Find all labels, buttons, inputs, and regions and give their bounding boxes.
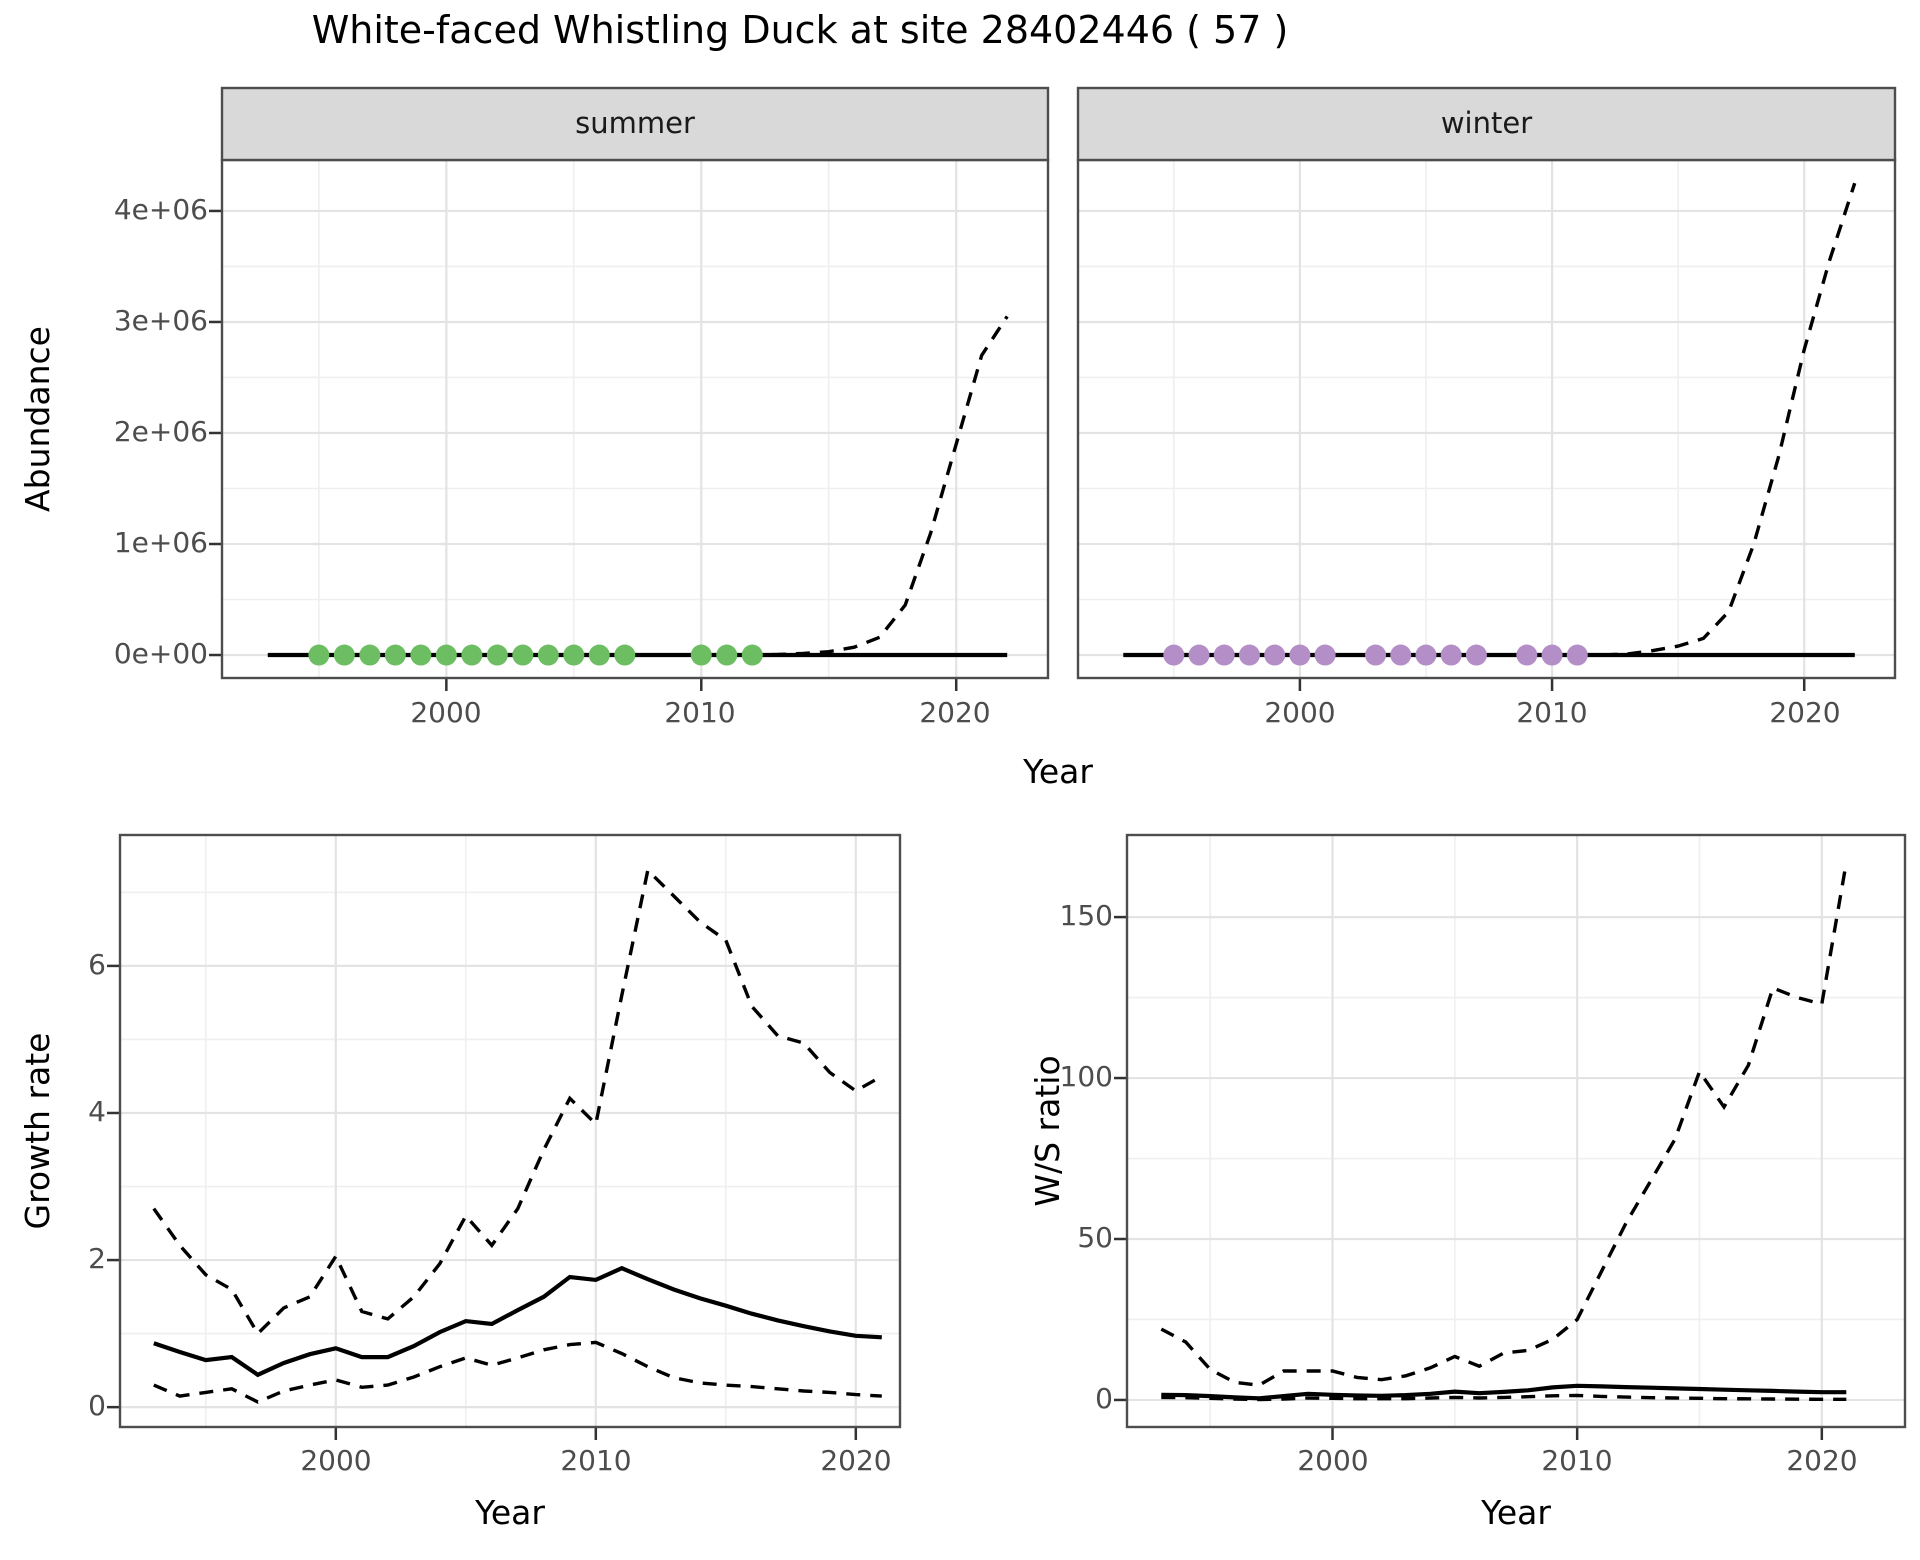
y-tick-label: 2e+06 — [113, 415, 208, 448]
x-tick-label: 2000 — [1297, 1444, 1369, 1477]
observed-count-dot-summer — [435, 644, 457, 666]
observed-count-dot-summer — [308, 644, 330, 666]
panel-border — [1125, 833, 1907, 1429]
x-tick-label: 2020 — [919, 696, 991, 729]
observed-count-dot-winter — [1238, 644, 1260, 666]
observed-count-dot-summer — [359, 644, 381, 666]
y-axis-title: Abundance — [18, 326, 57, 512]
panel-background — [1127, 835, 1905, 1427]
observed-count-dot-winter — [1213, 644, 1235, 666]
x-tick-label: 2010 — [1516, 696, 1588, 729]
observed-count-dot-summer — [410, 644, 432, 666]
facet-strip-winter — [1076, 86, 1897, 162]
observed-count-dot-winter — [1541, 644, 1563, 666]
ci-high-line-growth-rate — [152, 866, 883, 1337]
x-tick-label: 2000 — [300, 1444, 372, 1477]
observed-count-dot-winter — [1365, 644, 1387, 666]
y-tick-label: 4 — [88, 1095, 106, 1128]
y-tick-label: 1e+06 — [113, 526, 208, 559]
facet-label-summer: summer — [575, 106, 695, 140]
observed-count-dot-summer — [537, 644, 559, 666]
y-tick-label: 0 — [88, 1389, 106, 1422]
observed-count-dot-winter — [1516, 644, 1538, 666]
x-tick-label: 2000 — [1264, 696, 1336, 729]
facet-strip-summer — [220, 86, 1050, 162]
observed-count-dot-winter — [1465, 644, 1487, 666]
y-tick-label: 50 — [1077, 1221, 1113, 1254]
observed-count-dot-summer — [461, 644, 483, 666]
observed-count-dot-winter — [1188, 644, 1210, 666]
x-axis-title: Year — [1481, 1493, 1551, 1532]
observed-count-dot-summer — [716, 644, 738, 666]
median-line-growth-rate — [153, 1265, 882, 1378]
y-tick-label: 150 — [1059, 899, 1113, 932]
y-axis-title: Growth rate — [18, 1032, 57, 1230]
observed-count-dot-winter — [1440, 644, 1462, 666]
observed-count-dot-winter — [1390, 644, 1412, 666]
observed-count-dot-winter — [1566, 644, 1588, 666]
facet-label-winter: winter — [1440, 106, 1533, 140]
x-tick-label: 2020 — [820, 1444, 892, 1477]
y-tick-label: 100 — [1059, 1060, 1113, 1093]
panel-background — [222, 160, 1048, 678]
observed-count-dot-winter — [1314, 644, 1336, 666]
x-tick-label: 2010 — [560, 1444, 632, 1477]
y-tick-label: 4e+06 — [113, 193, 208, 226]
y-axis-title: W/S ratio — [1028, 1055, 1067, 1207]
panel-background — [120, 835, 900, 1427]
x-tick-label: 2010 — [664, 696, 736, 729]
x-tick-label: 2010 — [1541, 1444, 1613, 1477]
observed-count-dot-summer — [384, 644, 406, 666]
observed-count-dot-summer — [741, 644, 763, 666]
observed-count-dot-winter — [1163, 644, 1185, 666]
observed-count-dot-summer — [690, 644, 712, 666]
y-tick-label: 3e+06 — [113, 304, 208, 337]
observed-count-dot-winter — [1289, 644, 1311, 666]
observed-count-dot-winter — [1264, 644, 1286, 666]
observed-count-dot-winter — [1415, 644, 1437, 666]
observed-count-dot-summer — [588, 644, 610, 666]
panel-background — [1078, 160, 1895, 678]
median-line-ws-ratio — [1161, 1383, 1847, 1401]
observed-count-dot-summer — [614, 644, 636, 666]
x-tick-label: 2020 — [1786, 1444, 1858, 1477]
y-tick-label: 0e+00 — [113, 637, 208, 670]
x-tick-label: 2020 — [1769, 696, 1841, 729]
y-tick-label: 6 — [88, 948, 106, 981]
y-tick-label: 2 — [88, 1242, 106, 1275]
observed-count-dot-summer — [333, 644, 355, 666]
ci-low-line-growth-rate — [153, 1340, 882, 1404]
panel-border — [118, 833, 902, 1429]
x-axis-title: Year — [475, 1493, 545, 1532]
observed-count-dot-summer — [563, 644, 585, 666]
ci-low-line-ws-ratio — [1161, 1393, 1847, 1402]
y-tick-label: 0 — [1095, 1382, 1113, 1415]
ci-high-line-ws-ratio — [1160, 862, 1848, 1387]
observed-count-dot-summer — [486, 644, 508, 666]
plot-title: White-faced Whistling Duck at site 28402… — [311, 8, 1289, 52]
observed-count-dot-summer — [512, 644, 534, 666]
x-tick-label: 2000 — [410, 696, 482, 729]
x-axis-title: Year — [1023, 752, 1093, 791]
